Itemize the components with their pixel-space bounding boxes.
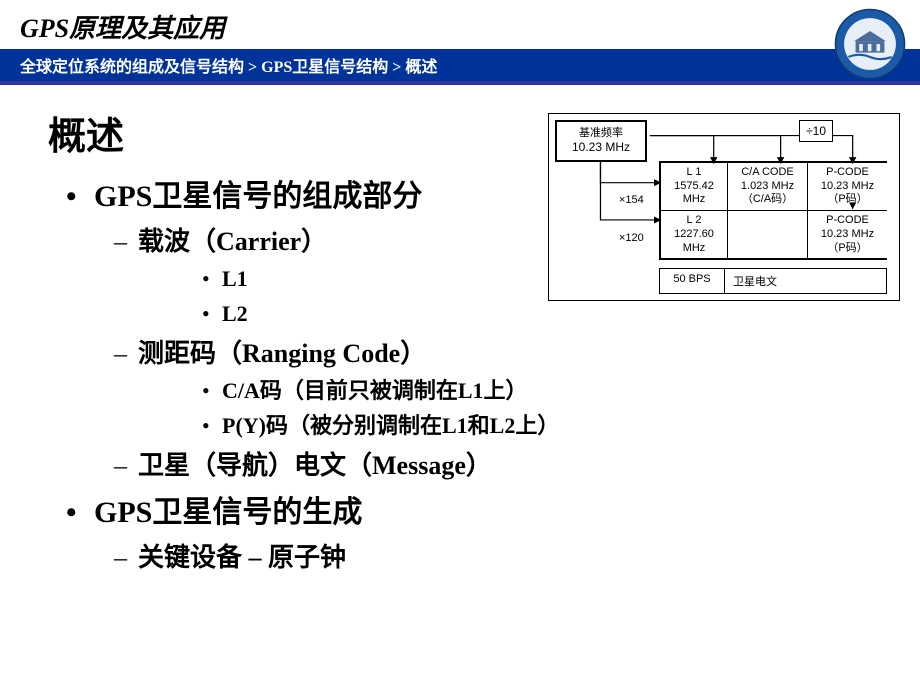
- cell-line: 1.023 MHz: [732, 180, 803, 194]
- bullet-dot-icon: •: [202, 264, 222, 295]
- cell-line: P-CODE: [812, 166, 883, 180]
- bullet-dash-icon: –: [114, 540, 138, 576]
- bullet-dash-icon: –: [114, 336, 138, 372]
- cell-line: C/A CODE: [732, 166, 803, 180]
- bullet-text: L2: [222, 301, 248, 326]
- diagram-div10-box: ÷10: [799, 120, 833, 142]
- bullet-text: 载波（Carrier）: [138, 227, 327, 256]
- bullet-dot-icon: •: [202, 299, 222, 330]
- bullet-dot-icon: •: [66, 176, 94, 218]
- bullet-text: GPS卫星信号的生成: [94, 496, 362, 529]
- bullet-text: 卫星（导航）电文（Message）: [138, 451, 492, 480]
- breadcrumb: 全球定位系统的组成及信号结构 > GPS卫星信号结构 > 概述: [0, 49, 920, 85]
- diagram-row-l1: L 1 1575.42 MHz C/A CODE 1.023 MHz （C/A码…: [661, 163, 885, 210]
- bullet-text: C/A码（目前只被调制在L1上）: [222, 378, 528, 403]
- diagram-cell-l1: L 1 1575.42 MHz: [661, 163, 727, 210]
- diagram-cell-pcode-l2: P-CODE 10.23 MHz （P码）: [807, 210, 887, 258]
- bullet-dot-icon: •: [202, 376, 222, 407]
- bullet-lvl3: •L2: [202, 299, 880, 330]
- page-title: GPS原理及其应用: [20, 8, 900, 45]
- cell-line: （P码）: [812, 242, 883, 256]
- diagram-bottom-row: 50 BPS 卫星电文: [659, 268, 887, 294]
- diagram-message-box: 卫星电文: [724, 268, 887, 294]
- cell-line: 1227.60: [665, 228, 723, 242]
- bullet-lvl2: –卫星（导航）电文（Message）: [114, 448, 880, 484]
- slide-header: GPS原理及其应用: [0, 0, 920, 49]
- university-logo: [834, 8, 906, 80]
- diagram-cell-ca-code: C/A CODE 1.023 MHz （C/A码）: [727, 163, 807, 210]
- diagram-base-freq-box: 基准频率 10.23 MHz: [555, 120, 647, 162]
- cell-line: L 2: [665, 214, 723, 228]
- breadcrumb-text: 全球定位系统的组成及信号结构 > GPS卫星信号结构 > 概述: [20, 59, 437, 76]
- diagram-cell-l2: L 2 1227.60 MHz: [661, 210, 727, 258]
- bullet-lvl2: –关键设备 – 原子钟: [114, 540, 880, 576]
- signal-structure-diagram: 基准频率 10.23 MHz ÷10 ×154 ×120 L 1 1575.42…: [548, 113, 900, 301]
- cell-line: P-CODE: [812, 214, 883, 228]
- bullet-text: L1: [222, 266, 248, 291]
- cell-line: 10.23 MHz: [812, 228, 883, 242]
- cell-line: （C/A码）: [732, 193, 803, 207]
- bullet-dot-icon: •: [202, 411, 222, 442]
- bullet-lvl1: •GPS卫星信号的生成 –关键设备 – 原子钟: [66, 492, 880, 576]
- bullet-lvl3: •C/A码（目前只被调制在L1上）: [202, 376, 880, 407]
- bullet-dot-icon: •: [66, 492, 94, 534]
- diagram-cell-pcode-l1: P-CODE 10.23 MHz （P码）: [807, 163, 887, 210]
- diagram-cell-empty: [727, 210, 807, 258]
- cell-line: 10.23 MHz: [812, 180, 883, 194]
- diagram-main-table: L 1 1575.42 MHz C/A CODE 1.023 MHz （C/A码…: [659, 161, 887, 261]
- diagram-mult-120: ×120: [619, 232, 644, 244]
- bullet-lvl3: •P(Y)码（被分别调制在L1和L2上）: [202, 411, 880, 442]
- bullet-dash-icon: –: [114, 224, 138, 260]
- diagram-row-l2: L 2 1227.60 MHz P-CODE 10.23 MHz （P码）: [661, 210, 885, 258]
- cell-line: （P码）: [812, 193, 883, 207]
- diagram-bps-box: 50 BPS: [659, 268, 725, 294]
- bullet-lvl2: –测距码（Ranging Code） •C/A码（目前只被调制在L1上） •P(…: [114, 336, 880, 442]
- bullet-text: 测距码（Ranging Code）: [138, 339, 426, 368]
- cell-line: MHz: [665, 193, 723, 207]
- bullet-text: P(Y)码（被分别调制在L1和L2上）: [222, 413, 559, 438]
- cell-line: L 1: [665, 166, 723, 180]
- diagram-mult-154: ×154: [619, 194, 644, 206]
- cell-line: MHz: [665, 242, 723, 256]
- bullet-text: 关键设备 – 原子钟: [138, 543, 346, 572]
- diagram-base-freq: 10.23 MHz: [559, 140, 643, 156]
- bullet-text: GPS卫星信号的组成部分: [94, 180, 422, 213]
- cell-line: 1575.42: [665, 180, 723, 194]
- bullet-dash-icon: –: [114, 448, 138, 484]
- diagram-base-label: 基准频率: [559, 126, 643, 140]
